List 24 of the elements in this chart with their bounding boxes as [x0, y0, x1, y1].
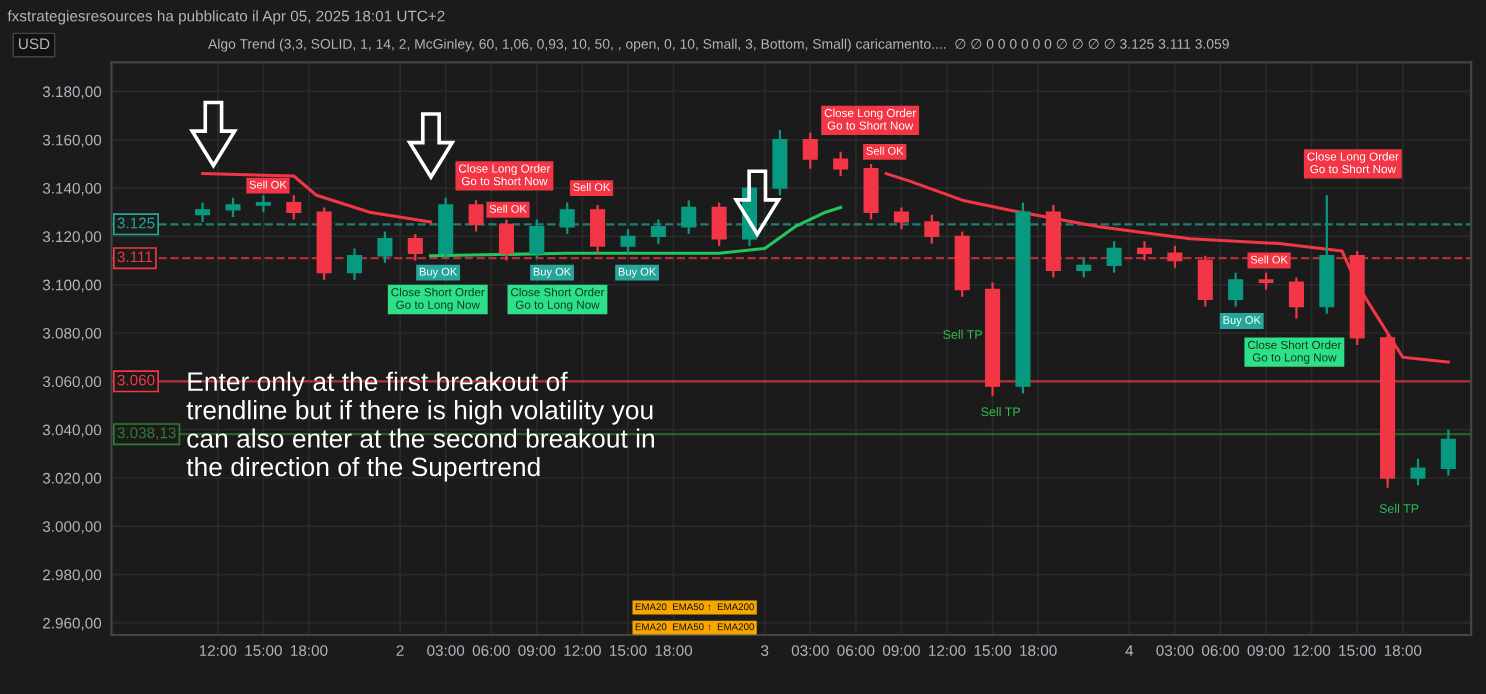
candlestick	[1410, 457, 1426, 487]
candlestick	[833, 150, 849, 178]
candlestick	[1106, 240, 1122, 274]
candlestick	[195, 201, 211, 224]
candlestick	[559, 201, 575, 236]
candlestick	[863, 162, 879, 221]
candlestick	[620, 228, 636, 255]
candlestick	[377, 230, 393, 265]
candlestick	[1228, 271, 1244, 308]
candlestick	[1076, 257, 1092, 279]
candlestick	[1288, 276, 1304, 320]
candlestick	[1440, 428, 1456, 477]
candlestick	[529, 218, 545, 260]
candlestick	[286, 194, 302, 221]
candlestick	[650, 218, 666, 245]
candlestick	[802, 131, 818, 170]
candlestick	[225, 196, 241, 219]
line-series	[428, 205, 843, 258]
candlestick	[924, 213, 940, 245]
candlestick	[346, 247, 363, 281]
candlestick	[681, 199, 697, 236]
candlestick	[590, 203, 606, 255]
candlestick	[893, 206, 909, 231]
candlestick	[711, 201, 727, 248]
